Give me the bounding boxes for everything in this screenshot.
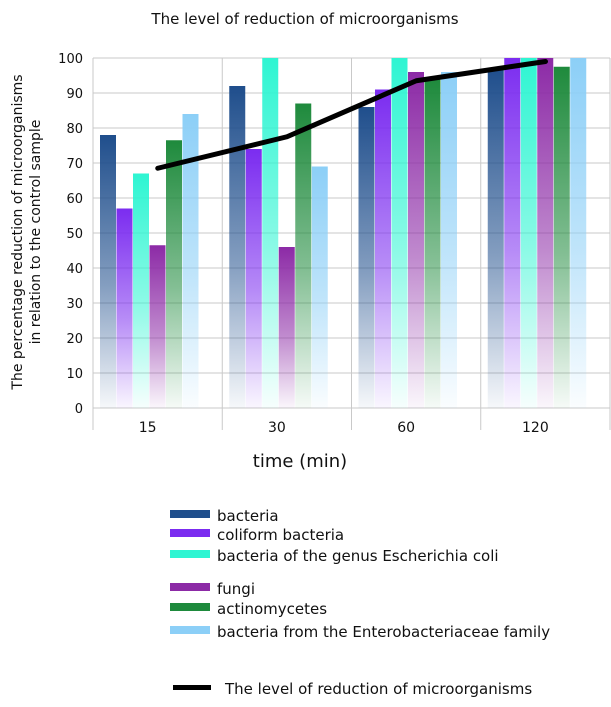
bar-15-series-6 (182, 114, 199, 408)
bar-30-series-6 (311, 166, 328, 408)
bar-15-series-1 (100, 135, 116, 408)
legend-swatch (170, 626, 210, 634)
bar-120-series-3 (520, 58, 537, 408)
bar-60-series-1 (358, 107, 375, 408)
bar-30-series-3 (262, 58, 279, 408)
y-axis-label-line-1: The percentage reduction of microorganis… (10, 74, 26, 390)
y-tick-labels: 0 10 20 30 40 50 60 70 80 90 100 (58, 52, 83, 417)
legend-swatch-line (173, 685, 211, 690)
x-axis-label: time (min) (253, 451, 347, 472)
bar-15-series-3 (133, 173, 149, 408)
bar-60-series-2 (375, 89, 391, 408)
y-tick-label: 30 (66, 297, 83, 312)
legend-label: fungi (217, 580, 255, 598)
y-tick-label: 60 (66, 192, 83, 207)
x-tick-label: 30 (268, 420, 286, 436)
bar-60-series-3 (391, 58, 408, 408)
legend-swatch (170, 550, 210, 558)
chart-title: The level of reduction of microorganisms (150, 10, 458, 28)
bar-15-series-5 (166, 140, 182, 408)
legend-label: bacteria of the genus Escherichia coli (217, 547, 499, 565)
bar-120-series-6 (570, 58, 587, 408)
bar-60-series-5 (424, 79, 441, 408)
y-axis-label-line-2: in relation to the control sample (28, 120, 44, 345)
y-tick-label: 100 (58, 52, 83, 67)
bar-120-series-2 (504, 58, 521, 408)
x-tick-label: 15 (139, 420, 157, 436)
y-tick-label: 0 (75, 402, 83, 417)
x-tick-label: 120 (522, 420, 549, 436)
bar-15-series-2 (116, 208, 133, 408)
bar-30-series-4 (278, 247, 295, 408)
x-tick-label: 60 (397, 420, 415, 436)
legend-swatch (170, 510, 210, 518)
y-tick-label: 50 (66, 227, 83, 242)
y-tick-label: 70 (66, 157, 83, 172)
legend-label: bacteria from the Enterobacteriaceae fam… (217, 623, 550, 641)
x-tick-labels: 15 30 60 120 (139, 420, 549, 436)
bar-60-series-4 (408, 72, 424, 408)
reduction-line-series (155, 59, 548, 171)
bars (100, 58, 587, 408)
legend-label: coliform bacteria (217, 526, 344, 544)
bar-30-series-5 (295, 103, 312, 408)
legend-label: bacteria (217, 507, 279, 525)
legend-swatch (170, 583, 210, 591)
y-tick-label: 90 (66, 87, 83, 102)
bar-120-series-4 (537, 58, 554, 408)
reduction-line (155, 59, 548, 171)
bar-30-series-2 (245, 149, 262, 408)
legend-swatch (170, 529, 210, 537)
bar-120-series-1 (487, 68, 504, 408)
legend-label: actinomycetes (217, 600, 327, 618)
y-tick-label: 20 (66, 332, 83, 347)
bar-30-series-1 (229, 86, 246, 408)
bar-15-series-4 (149, 245, 166, 408)
bar-120-series-5 (553, 66, 570, 408)
y-tick-label: 40 (66, 262, 83, 277)
legend-label-line: The level of reduction of microorganisms (224, 680, 532, 698)
legend-swatch (170, 603, 210, 611)
bar-60-series-6 (441, 72, 457, 408)
y-tick-label: 10 (66, 367, 83, 382)
y-tick-label: 80 (66, 122, 83, 137)
